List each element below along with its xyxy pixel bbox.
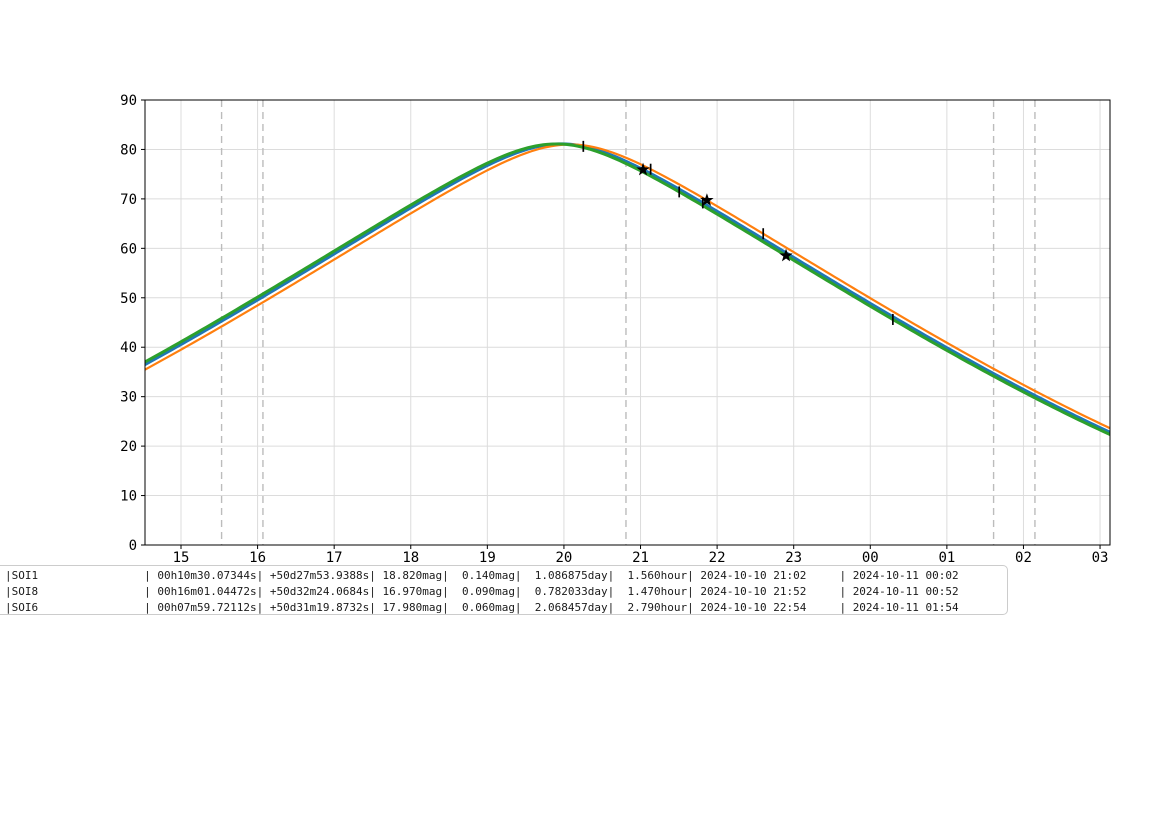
- x-tick-label: 19: [479, 550, 496, 562]
- table-row-soi8: |SOI8 | 00h16m01.04472s| +50d32m24.0684s…: [5, 585, 959, 598]
- x-tick-label: 17: [326, 550, 343, 562]
- x-tick-label: 01: [938, 550, 955, 562]
- results-table: |SOI1 | 00h10m30.07344s| +50d27m53.9388s…: [0, 565, 1008, 615]
- table-row-soi6: |SOI6 | 00h07m59.72112s| +50d31m19.8732s…: [5, 601, 959, 614]
- y-tick-label: 60: [120, 241, 137, 257]
- altitude-curve-soi8: [145, 143, 1110, 430]
- x-tick-label: 15: [173, 550, 190, 562]
- y-tick-label: 20: [120, 439, 137, 455]
- y-tick-label: 0: [129, 538, 137, 554]
- y-tick-label: 70: [120, 192, 137, 208]
- y-tick-label: 50: [120, 291, 137, 307]
- y-tick-label: 90: [120, 93, 137, 109]
- altitude-plot: 15 16 17 18 19 20 21 22 23 00 01 02 03 0 10 20 30 40 50 60 7…: [120, 93, 1111, 562]
- x-tick-label: 23: [785, 550, 802, 562]
- altitude-curve-soi6: [145, 142, 1110, 437]
- x-tick-label: 02: [1015, 550, 1032, 562]
- event-mid-star-soi1: [636, 162, 650, 176]
- event-mid-star-soi8: [700, 193, 714, 206]
- x-tick-label: 21: [632, 550, 649, 562]
- x-tick-label: 03: [1092, 550, 1109, 562]
- event-mid-star-soi6: [779, 248, 793, 262]
- x-tick-label: 20: [556, 550, 573, 562]
- y-tick-label: 80: [120, 142, 137, 158]
- x-tick-label: 16: [249, 550, 266, 562]
- y-tick-label: 10: [120, 489, 137, 505]
- table-row-soi1: |SOI1 | 00h10m30.07344s| +50d27m53.9388s…: [5, 569, 959, 582]
- y-tick-label: 30: [120, 390, 137, 406]
- x-tick-label: 00: [862, 550, 879, 562]
- y-tick-label: 40: [120, 340, 137, 356]
- x-tick-label: 22: [709, 550, 726, 562]
- axes-spines: [144, 99, 1111, 546]
- altitude-curve-soi1: [145, 142, 1110, 434]
- x-tick-label: 18: [402, 550, 419, 562]
